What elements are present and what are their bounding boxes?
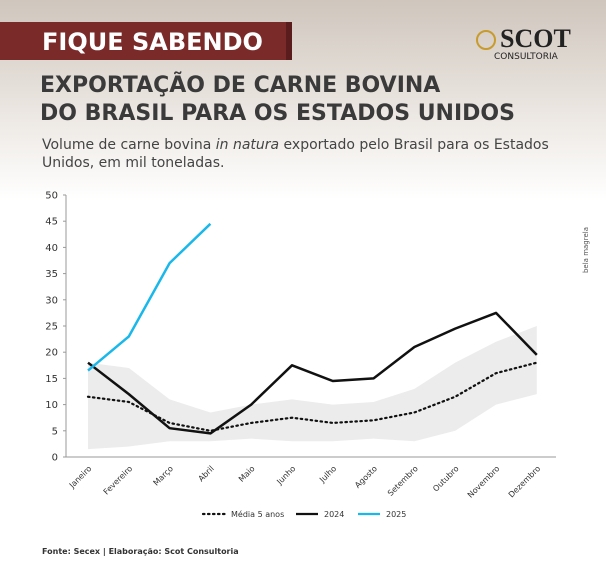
subtitle-part: Volume de carne bovina (42, 137, 216, 153)
y-tick-label: 45 (45, 217, 58, 228)
x-tick-label: Junho (274, 464, 297, 487)
x-tick-label: Abril (197, 464, 216, 483)
y-tick-label: 35 (45, 269, 58, 280)
plot (86, 222, 538, 450)
y-tick-label: 5 (52, 426, 58, 437)
x-tick-label: Outubro (431, 464, 461, 494)
x-tick-label: Dezembro (507, 464, 542, 499)
legend-label: Média 5 anos (231, 509, 284, 519)
x-tick-label: Novembro (466, 464, 502, 500)
photo-credit: bela magrela (582, 227, 590, 273)
y-tick-label: 25 (45, 322, 58, 333)
y-tick-label: 15 (45, 374, 58, 385)
x-tick-label: Agosto (353, 464, 379, 490)
series-line (87, 311, 538, 435)
badge: FIQUE SABENDO (42, 28, 263, 56)
x-tick-label: Março (152, 464, 176, 488)
x-tick-label: Julho (317, 464, 338, 485)
chart-subtitle: Volume de carne bovina in natura exporta… (42, 137, 549, 153)
series-line (87, 222, 212, 372)
x-tick-label: Maio (237, 464, 257, 484)
x-tick-label: Setembro (386, 464, 420, 498)
subtitle-part: exportado pelo Brasil para os Estados (279, 137, 549, 153)
logo-name: SCOT (500, 24, 571, 53)
chart-subtitle: Unidos, em mil toneladas. (42, 155, 224, 171)
y-tick-label: 10 (45, 400, 58, 411)
x-tick-label: Fevereiro (102, 464, 135, 497)
y-tick-label: 20 (45, 348, 58, 359)
logo-icon (476, 30, 496, 50)
y-tick-label: 30 (45, 295, 58, 306)
badge-background (0, 22, 292, 60)
x-tick-label: Janeiro (67, 464, 94, 491)
subtitle-italic: in natura (216, 137, 279, 153)
source: Fonte: Secex | Elaboração: Scot Consulto… (42, 547, 239, 556)
y-tick-label: 0 (52, 453, 58, 464)
logo-tagline: CONSULTORIA (494, 52, 559, 62)
range-band (88, 326, 537, 450)
badge-stripe (286, 22, 292, 60)
y-tick-label: 50 (45, 191, 58, 202)
y-tick-label: 40 (45, 243, 58, 254)
legend-label: 2024 (324, 510, 344, 519)
series-line (86, 361, 538, 432)
chart-title: EXPORTAÇÃO DE CARNE BOVINA (40, 72, 440, 98)
chart-title: DO BRASIL PARA OS ESTADOS UNIDOS (40, 101, 515, 126)
legend-label: 2025 (386, 510, 406, 519)
